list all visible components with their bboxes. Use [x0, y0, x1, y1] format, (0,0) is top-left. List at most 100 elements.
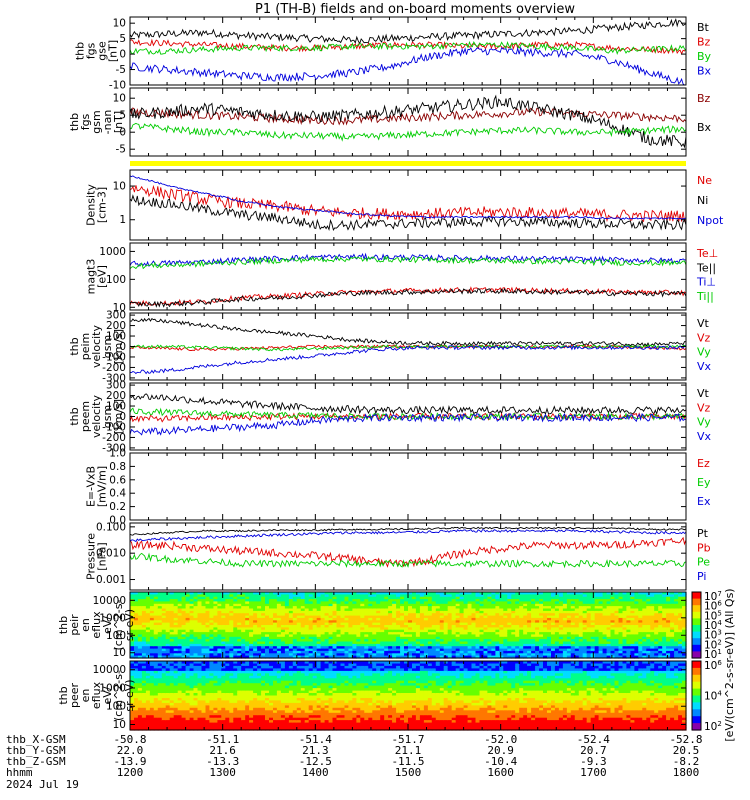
heatmap-cell: [610, 629, 616, 633]
heatmap-cell: [658, 653, 663, 657]
heatmap-cell: [531, 601, 536, 605]
heatmap-cell: [487, 650, 492, 654]
legend-entry: Bt: [697, 21, 710, 34]
heatmap-cell: [439, 622, 445, 626]
heatmap-cell: [408, 632, 413, 636]
heatmap-cell: [181, 622, 187, 626]
panel-frame: [129, 169, 687, 241]
heatmap-cell: [141, 673, 147, 677]
heatmap-cell: [233, 653, 238, 657]
heatmap-cell: [602, 615, 608, 619]
heatmap-cell: [344, 629, 350, 633]
heatmap-cell: [284, 648, 290, 652]
heatmap-cell: [201, 608, 207, 612]
heatmap-cell: [479, 610, 485, 614]
heatmap-cell: [400, 608, 405, 612]
heatmap-cell: [455, 603, 461, 607]
heatmap-cell: [388, 601, 393, 605]
heatmap-cell: [241, 596, 246, 600]
heatmap-cell: [145, 705, 151, 709]
heatmap-cell: [134, 668, 139, 672]
heatmap-cell: [284, 650, 290, 654]
heatmap-cell: [141, 636, 147, 640]
heatmap-cell: [503, 596, 508, 600]
heatmap-cell: [241, 632, 246, 636]
heatmap-cell: [404, 599, 409, 603]
heatmap-cell: [475, 641, 481, 645]
heatmap-cell: [372, 606, 377, 610]
heatmap-cell: [280, 620, 286, 624]
heatmap-cell: [304, 629, 310, 633]
heatmap-cell: [388, 599, 393, 603]
heatmap-cell: [316, 617, 322, 621]
heatmap-cell: [141, 661, 147, 665]
heatmap-cell: [606, 622, 612, 626]
heatmap-cell: [519, 650, 524, 654]
heatmap-cell: [157, 599, 163, 603]
heatmap-cell: [598, 641, 604, 645]
heatmap-cell: [566, 625, 572, 628]
heatmap-cell: [527, 641, 532, 645]
heatmap-cell: [134, 625, 139, 628]
heatmap-cell: [312, 625, 318, 628]
heatmap-cell: [221, 627, 226, 631]
heatmap-cell: [547, 620, 552, 624]
heatmap-cell: [634, 627, 639, 631]
heatmap-cell: [149, 698, 155, 702]
y-axis-label: [cm-3]: [96, 187, 109, 223]
heatmap-cell: [638, 629, 643, 633]
heatmap-cell: [237, 606, 242, 610]
heatmap-cell: [205, 625, 211, 628]
heatmap-cell: [396, 606, 401, 610]
y-axis-label: velocity: [90, 395, 103, 438]
heatmap-cell: [622, 599, 628, 603]
heatmap-cell: [181, 641, 187, 645]
heatmap-cell: [678, 596, 683, 600]
heatmap-cell: [130, 675, 135, 679]
heatmap-cell: [459, 613, 465, 617]
heatmap-cell: [217, 627, 222, 631]
heatmap-cell: [356, 596, 361, 600]
heatmap-cell: [141, 668, 147, 672]
heatmap-cell: [479, 643, 485, 647]
heatmap-cell: [594, 603, 600, 607]
heatmap-cell: [408, 613, 413, 617]
heatmap-cell: [427, 608, 433, 612]
heatmap-cell: [535, 603, 540, 607]
heatmap-cell: [185, 627, 191, 631]
heatmap-cell: [630, 592, 635, 595]
heatmap-cell: [392, 643, 397, 647]
heatmap-cell: [618, 648, 624, 652]
heatmap-cell: [153, 670, 159, 674]
heatmap-cell: [590, 625, 596, 628]
heatmap-cell: [296, 596, 302, 600]
heatmap-cell: [570, 599, 576, 603]
heatmap-cell: [582, 636, 588, 640]
heatmap-cell: [141, 725, 147, 729]
heatmap-cell: [249, 606, 254, 610]
heatmap-cell: [141, 712, 147, 716]
heatmap-cell: [666, 646, 671, 650]
heatmap-cell: [340, 655, 346, 659]
heatmap-cell: [161, 698, 167, 702]
heatmap-cell: [622, 636, 628, 640]
heatmap-cell: [380, 592, 385, 595]
heatmap-cell: [245, 648, 250, 652]
heatmap-cell: [463, 599, 469, 603]
heatmap-cell: [169, 663, 175, 667]
heatmap-cell: [201, 629, 207, 633]
heatmap-cell: [566, 636, 572, 640]
heatmap-cell: [225, 634, 230, 638]
heatmap-cell: [276, 625, 282, 628]
heatmap-cell: [443, 592, 449, 595]
heatmap-cell: [618, 655, 624, 659]
heatmap-cell: [614, 653, 620, 657]
heatmap-cell: [590, 617, 596, 621]
heatmap-cell: [471, 592, 477, 595]
heatmap-cell: [300, 643, 306, 647]
heatmap-cell: [459, 608, 465, 612]
heatmap-cell: [308, 592, 314, 595]
heatmap-cell: [400, 655, 405, 659]
heatmap-cell: [320, 655, 326, 659]
heatmap-cell: [614, 643, 620, 647]
